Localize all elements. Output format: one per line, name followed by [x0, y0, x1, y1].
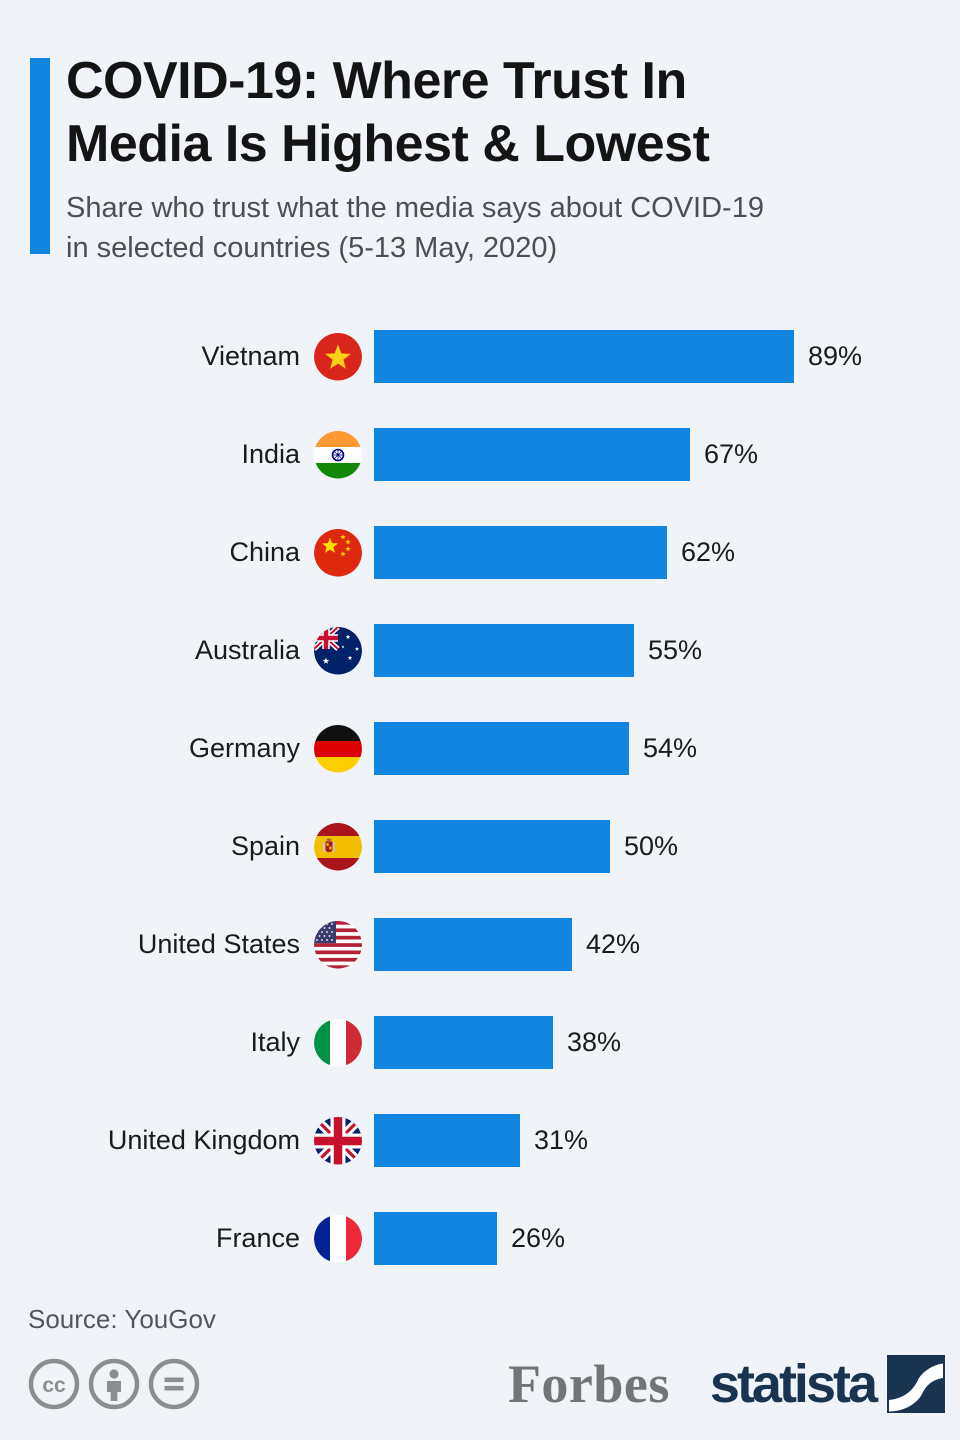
- value-bar: [374, 820, 610, 873]
- value-label: 67%: [704, 439, 759, 469]
- value-bar: [374, 330, 794, 383]
- statista-mark-icon: [887, 1355, 945, 1413]
- chart-row: United Kingdom 31%: [0, 1114, 960, 1167]
- chart-row: France 26%: [0, 1212, 960, 1265]
- value-label: 38%: [567, 1027, 622, 1057]
- country-label: India: [241, 439, 300, 469]
- value-label: 26%: [511, 1223, 566, 1253]
- china-flag-icon: [314, 529, 362, 577]
- value-bar: [374, 428, 690, 481]
- chart-row: India 67%: [0, 428, 960, 481]
- chart-row: Italy 38%: [0, 1016, 960, 1069]
- subtitle-line-1: Share who trust what the media says abou…: [66, 192, 764, 224]
- australia-flag-icon: [314, 627, 362, 675]
- attribution-icon: [88, 1358, 140, 1410]
- statista-wordmark: statista: [709, 1354, 878, 1414]
- source-label: Source: YouGov: [28, 1304, 216, 1334]
- germany-flag-icon: [314, 725, 362, 773]
- title-line-1: COVID-19: Where Trust In: [66, 52, 687, 110]
- country-label: United States: [137, 929, 300, 959]
- value-label: 89%: [808, 341, 863, 371]
- country-label: United Kingdom: [107, 1125, 300, 1155]
- value-label: 42%: [586, 929, 641, 959]
- no-derivatives-icon: [148, 1358, 200, 1410]
- chart-row: Australia 55%: [0, 624, 960, 677]
- value-bar: [374, 1016, 553, 1069]
- subtitle: Share who trust what the media says abou…: [66, 188, 764, 268]
- chart-row: Vietnam 89%: [0, 330, 960, 383]
- value-bar: [374, 918, 572, 971]
- value-label: 50%: [624, 831, 679, 861]
- value-label: 62%: [681, 537, 736, 567]
- country-label: Spain: [230, 831, 300, 861]
- italy-flag-icon: [314, 1019, 362, 1067]
- chart-row: Germany 54%: [0, 722, 960, 775]
- chart-row: China 62%: [0, 526, 960, 579]
- value-bar: [374, 624, 634, 677]
- chart-row: Spain 50%: [0, 820, 960, 873]
- forbes-logo: Forbes: [507, 1354, 670, 1414]
- value-bar: [374, 1114, 520, 1167]
- value-label: 55%: [648, 635, 703, 665]
- cc-icon: cc: [28, 1358, 80, 1410]
- country-label: Italy: [250, 1027, 300, 1057]
- country-label: China: [229, 537, 300, 567]
- spain-flag-icon: [314, 823, 362, 871]
- footer-logos: Forbes statista: [508, 1352, 945, 1416]
- country-label: France: [215, 1223, 300, 1253]
- bar-chart: Vietnam 89% India 67% China 62% Australi…: [0, 330, 960, 1310]
- statista-logo: statista: [710, 1353, 945, 1415]
- united-states-flag-icon: [314, 921, 362, 969]
- value-bar: [374, 722, 629, 775]
- svg-text:cc: cc: [42, 1374, 66, 1397]
- france-flag-icon: [314, 1215, 362, 1263]
- value-bar: [374, 526, 667, 579]
- subtitle-line-2: in selected countries (5-13 May, 2020): [66, 232, 558, 265]
- vietnam-flag-icon: [314, 333, 362, 381]
- country-label: Germany: [188, 733, 300, 763]
- value-label: 54%: [643, 733, 698, 763]
- license-icons: cc: [28, 1358, 200, 1410]
- value-label: 31%: [534, 1125, 589, 1155]
- page-title: COVID-19: Where Trust In Media Is Highes…: [66, 50, 710, 177]
- country-label: Australia: [194, 635, 300, 665]
- india-flag-icon: [314, 431, 362, 479]
- value-bar: [374, 1212, 497, 1265]
- united-kingdom-flag-icon: [314, 1117, 362, 1165]
- title-line-2: Media Is Highest & Lowest: [66, 115, 710, 174]
- chart-row: United States 42%: [0, 918, 960, 971]
- title-accent-bar: [30, 58, 50, 254]
- country-label: Vietnam: [201, 341, 300, 371]
